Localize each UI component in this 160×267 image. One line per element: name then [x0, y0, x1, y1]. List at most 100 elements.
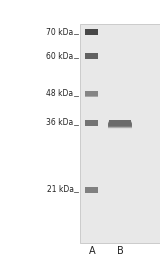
- Bar: [85, 58, 98, 60]
- Bar: [85, 58, 98, 59]
- Bar: [85, 33, 98, 35]
- Bar: [85, 191, 98, 193]
- Bar: [85, 94, 98, 96]
- Bar: [85, 58, 98, 60]
- Bar: [85, 191, 98, 193]
- Bar: [108, 121, 132, 123]
- Bar: [85, 124, 98, 125]
- Bar: [85, 124, 98, 125]
- Bar: [85, 95, 98, 97]
- Bar: [85, 33, 98, 35]
- Bar: [85, 34, 98, 35]
- Bar: [108, 124, 132, 126]
- Bar: [85, 33, 98, 35]
- Bar: [85, 95, 98, 97]
- Bar: [85, 190, 98, 192]
- Bar: [85, 124, 98, 126]
- Bar: [85, 124, 98, 126]
- Bar: [85, 33, 98, 35]
- Bar: [85, 95, 98, 97]
- Bar: [108, 125, 132, 127]
- Bar: [85, 91, 98, 96]
- Text: 60 kDa: 60 kDa: [46, 52, 74, 61]
- Bar: [108, 126, 132, 127]
- Bar: [85, 120, 98, 126]
- Bar: [108, 123, 132, 125]
- Bar: [108, 123, 132, 125]
- Text: A: A: [89, 246, 95, 256]
- Bar: [85, 94, 98, 96]
- Bar: [85, 57, 98, 58]
- Bar: [108, 122, 132, 124]
- Bar: [108, 127, 132, 129]
- Bar: [85, 124, 98, 125]
- Bar: [85, 95, 98, 97]
- Bar: [85, 94, 98, 96]
- Text: 48 kDa: 48 kDa: [46, 89, 74, 98]
- Bar: [85, 191, 98, 193]
- Bar: [108, 122, 132, 123]
- Bar: [85, 95, 98, 96]
- Bar: [85, 33, 98, 34]
- Bar: [85, 57, 98, 58]
- Bar: [85, 29, 98, 35]
- Bar: [108, 126, 132, 128]
- Bar: [85, 53, 98, 59]
- Bar: [85, 124, 98, 126]
- Bar: [85, 33, 98, 35]
- Bar: [85, 57, 98, 59]
- Bar: [85, 124, 98, 125]
- Bar: [108, 127, 132, 128]
- Bar: [85, 57, 98, 59]
- Bar: [85, 190, 98, 192]
- Bar: [85, 191, 98, 192]
- Bar: [85, 124, 98, 126]
- Text: 70 kDa: 70 kDa: [46, 28, 74, 37]
- Bar: [85, 95, 98, 96]
- Bar: [108, 125, 132, 127]
- Bar: [85, 33, 98, 35]
- Bar: [108, 121, 132, 123]
- Bar: [108, 123, 132, 125]
- Bar: [85, 57, 98, 59]
- Bar: [85, 191, 98, 193]
- Bar: [108, 122, 132, 124]
- Bar: [85, 57, 98, 59]
- Text: B: B: [117, 246, 123, 256]
- Bar: [109, 120, 131, 126]
- Bar: [85, 124, 98, 125]
- Bar: [85, 33, 98, 35]
- Bar: [85, 95, 98, 97]
- Bar: [85, 33, 98, 35]
- Bar: [85, 95, 98, 96]
- Bar: [85, 191, 98, 193]
- Bar: [85, 57, 98, 59]
- Bar: [108, 121, 132, 123]
- Bar: [85, 33, 98, 35]
- Bar: [85, 57, 98, 59]
- Bar: [85, 124, 98, 126]
- Bar: [108, 126, 132, 128]
- Bar: [85, 34, 98, 36]
- Bar: [85, 124, 98, 125]
- Bar: [85, 95, 98, 96]
- Bar: [85, 191, 98, 193]
- Bar: [85, 95, 98, 96]
- Bar: [108, 124, 132, 126]
- Bar: [85, 191, 98, 193]
- Bar: [85, 187, 98, 193]
- Bar: [108, 121, 132, 123]
- Bar: [85, 33, 98, 35]
- Bar: [108, 124, 132, 126]
- Bar: [108, 124, 132, 125]
- Bar: [85, 124, 98, 126]
- Bar: [85, 57, 98, 59]
- Bar: [108, 127, 132, 128]
- Bar: [85, 190, 98, 192]
- Text: 36 kDa: 36 kDa: [46, 118, 74, 127]
- Bar: [85, 94, 98, 96]
- Bar: [108, 123, 132, 124]
- Bar: [108, 123, 132, 124]
- Bar: [85, 95, 98, 97]
- Bar: [85, 191, 98, 193]
